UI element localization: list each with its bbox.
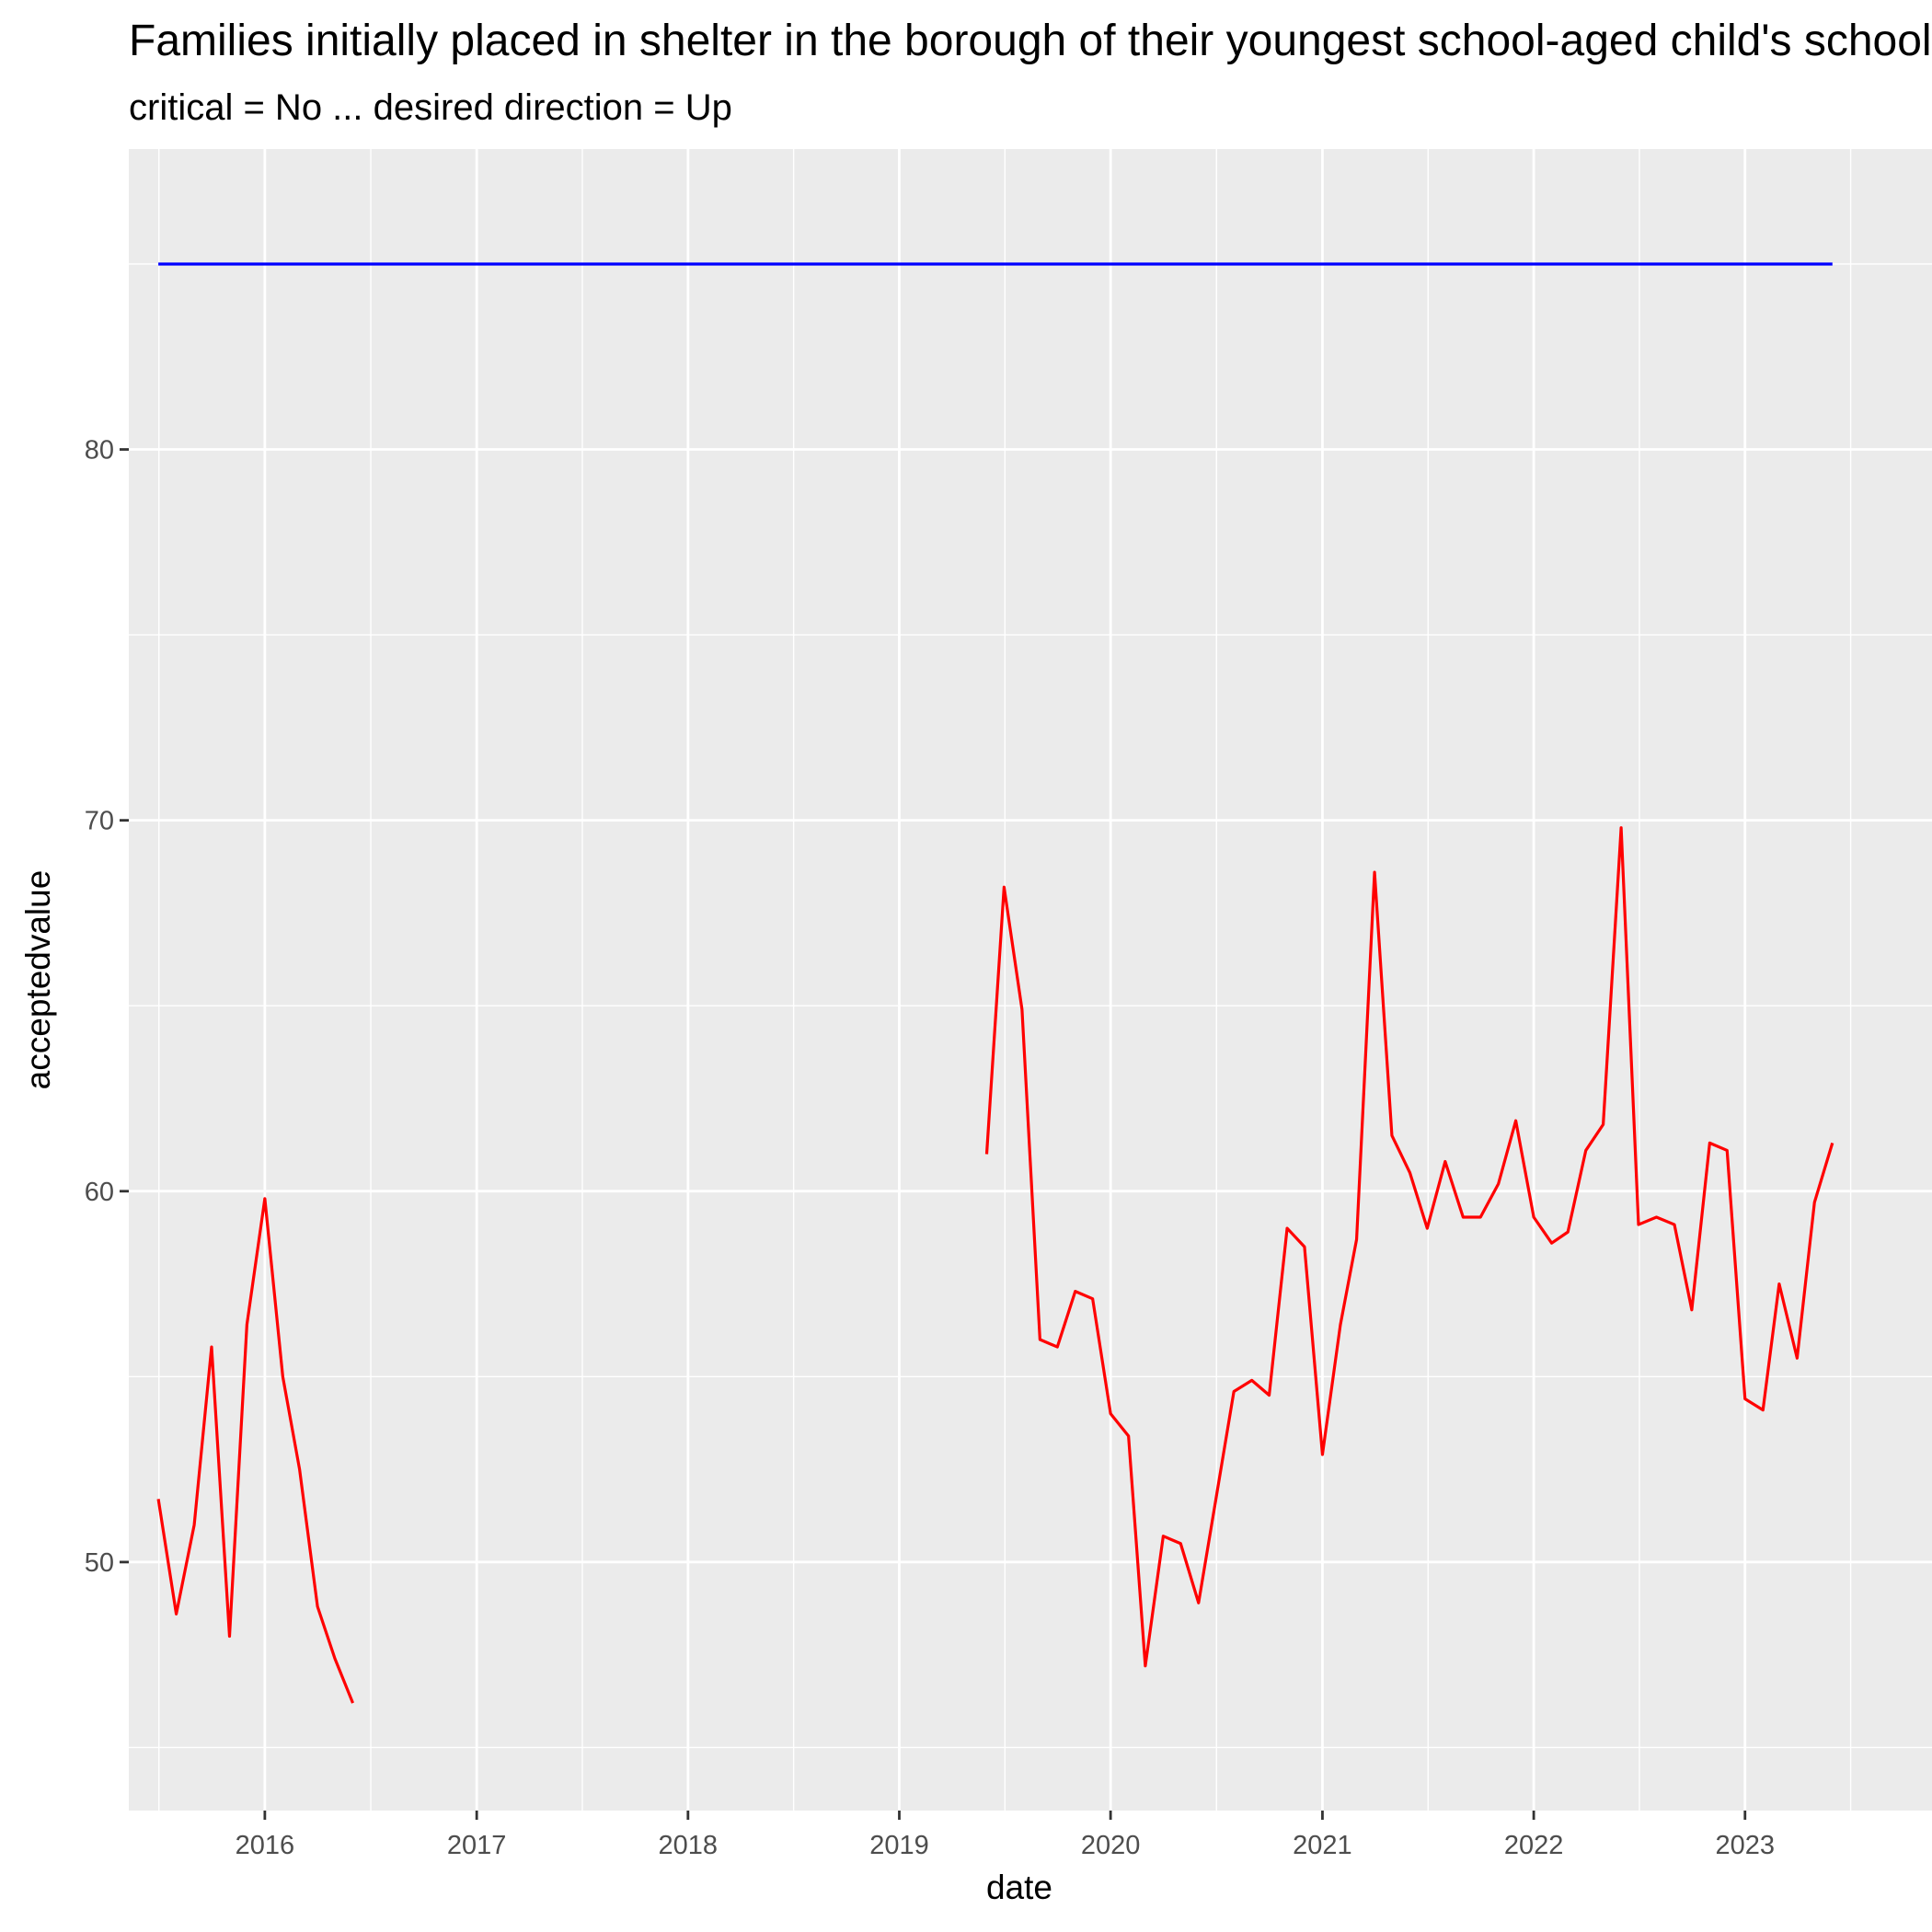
y-axis-title: acceptedvalue xyxy=(19,870,57,1090)
chart-title: Families initially placed in shelter in … xyxy=(129,17,1932,65)
x-tick-label: 2018 xyxy=(659,1831,719,1860)
series-line-0-segment-0 xyxy=(156,1197,354,1704)
tick-labels: 2016 2017 2018 2019 2020 2021 2022 2023 50 60 70 80 xyxy=(85,436,1775,1860)
x-tick-label: 2022 xyxy=(1504,1831,1564,1860)
chart-subtitle: critical = No ... desired direction = Up xyxy=(129,87,732,128)
y-tick-label: 50 xyxy=(85,1548,114,1578)
y-tick-label: 60 xyxy=(85,1178,114,1207)
series-line-0-segment-1 xyxy=(984,826,1834,1668)
axis-ticks xyxy=(120,448,1747,1820)
x-tick-label: 2023 xyxy=(1716,1831,1776,1860)
x-tick-label: 2017 xyxy=(447,1831,507,1860)
x-tick-label: 2020 xyxy=(1081,1831,1141,1860)
x-tick-label: 2021 xyxy=(1293,1831,1352,1860)
plot-panel xyxy=(129,149,1932,1811)
y-tick-label: 80 xyxy=(85,436,114,466)
x-axis-title: date xyxy=(986,1869,1052,1906)
y-tick-label: 70 xyxy=(85,807,114,836)
grid-major xyxy=(129,149,1932,1811)
series-layer xyxy=(156,262,1834,1704)
x-tick-label: 2016 xyxy=(236,1831,295,1860)
x-tick-label: 2019 xyxy=(869,1831,929,1860)
